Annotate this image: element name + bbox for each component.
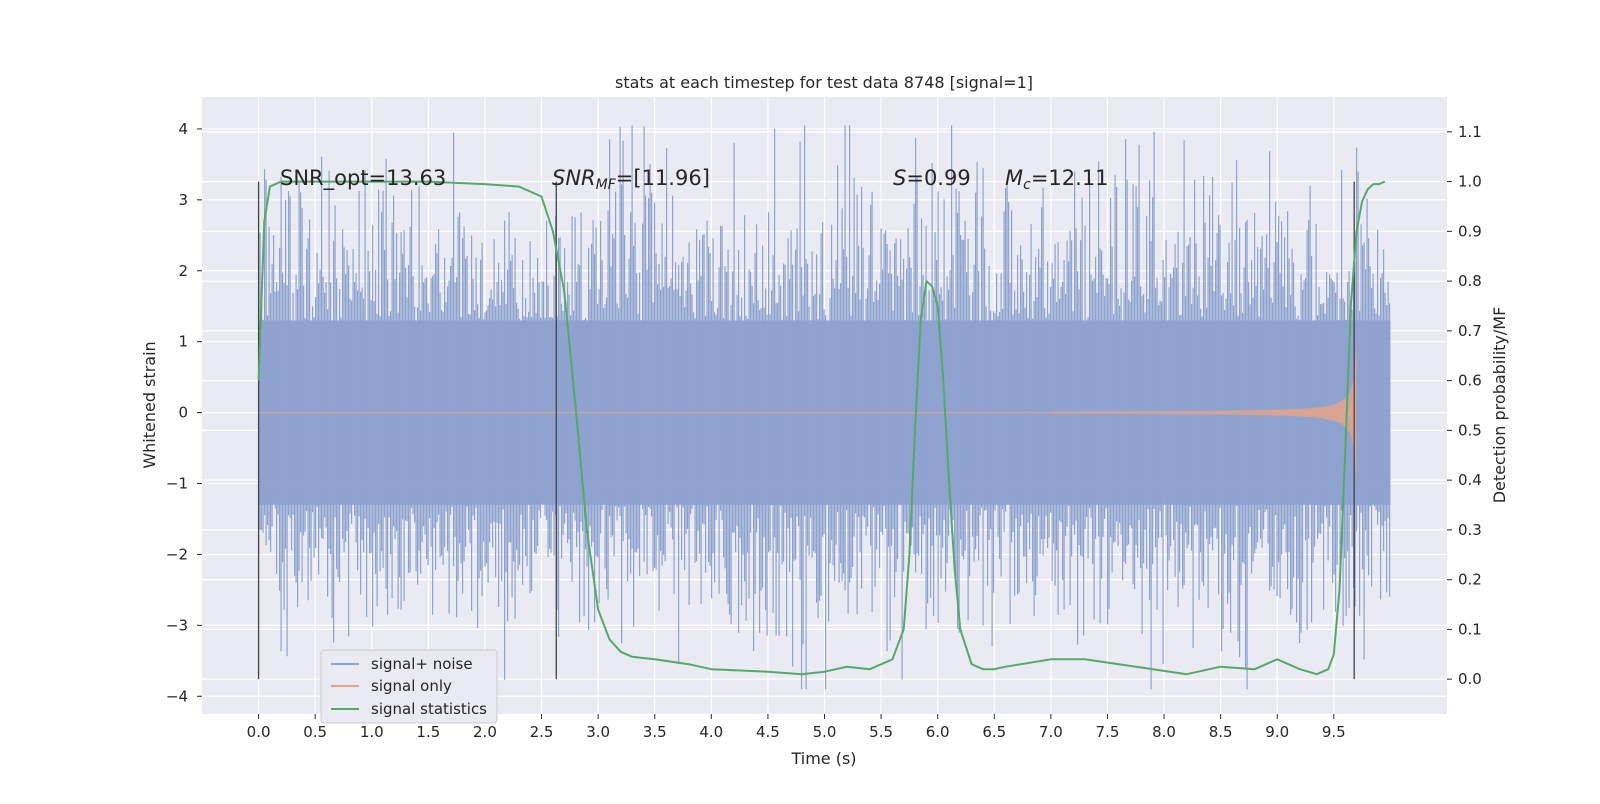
y2-tick-label-3: 0.8 [1458, 272, 1482, 290]
y-tick-label-5: −1 [166, 475, 188, 493]
legend-label-signal-statistics: signal statistics [371, 700, 487, 718]
annotation-s-symbol: S [893, 166, 906, 190]
y2-tick-label-5: 0.6 [1458, 372, 1482, 390]
y2-tick-label-4: 0.7 [1458, 322, 1482, 340]
y-tick-label-6: −2 [166, 545, 188, 563]
y-tick-label-1: 3 [178, 191, 188, 209]
signal-envelope [1050, 340, 1357, 485]
x-tick-label-13: 6.5 [982, 723, 1006, 741]
x-tick-label-12: 6.0 [926, 723, 950, 741]
legend-box [320, 649, 498, 724]
x-tick-labels: 0.0 0.5 1.0 1.5 2.0 2.5 3.0 3.5 4.0 4.5 5.0 5.5 6.0 6… [247, 714, 1346, 741]
y2-tick-label-1: 1.0 [1458, 173, 1482, 191]
y2-tick-label-0: 1.1 [1458, 123, 1482, 141]
annotation-s-value: =0.99 [906, 166, 970, 190]
y2-axis-label: Detection probability/MF [1490, 307, 1509, 504]
x-tick-label-1: 0.5 [303, 723, 327, 741]
annotation-snr-mf-value: =[11.96] [616, 166, 710, 190]
stats-line [257, 180, 1386, 676]
annotation-snr-mf: SNRMF=[11.96] [552, 166, 710, 193]
x-tick-label-9: 4.5 [756, 723, 780, 741]
annotation-mc-subscript: c [1023, 177, 1031, 193]
y2-tick-label-7: 0.4 [1458, 471, 1482, 489]
x-tick-label-11: 5.5 [869, 723, 893, 741]
x-tick-label-0: 0.0 [247, 723, 271, 741]
x-tick-label-16: 8.0 [1152, 723, 1176, 741]
y2-tick-label-9: 0.2 [1458, 571, 1482, 589]
y-axis-label: Whitened strain [140, 341, 159, 468]
x-tick-label-8: 4.0 [699, 723, 723, 741]
x-tick-label-10: 5.0 [813, 723, 837, 741]
y-tick-label-3: 1 [178, 333, 188, 351]
y-tick-label-4: 0 [178, 404, 188, 422]
y2-tick-label-6: 0.5 [1458, 421, 1482, 439]
y2-tick-label-11: 0.0 [1458, 670, 1482, 688]
x-axis-label: Time (s) [790, 749, 856, 768]
x-tick-label-19: 9.5 [1322, 723, 1346, 741]
x-tick-label-3: 1.5 [416, 723, 440, 741]
y-tick-label-7: −3 [166, 616, 188, 634]
series-signal-only [258, 340, 1357, 485]
x-tick-label-18: 9.0 [1265, 723, 1289, 741]
x-tick-label-6: 3.0 [586, 723, 610, 741]
annotation-mc: Mc=12.11 [1005, 166, 1109, 193]
x-tick-label-2: 1.0 [360, 723, 384, 741]
y2-tick-labels: 1.1 1.0 0.9 0.8 0.7 0.6 0.5 0.4 0.3 0.2 0.1 0.0 [1447, 123, 1482, 688]
y2-tick-label-2: 0.9 [1458, 222, 1482, 240]
y2-tick-label-10: 0.1 [1458, 620, 1482, 638]
y-tick-labels: 4 3 2 1 0 −1 −2 −3 −4 [166, 120, 202, 705]
annotation-snr-mf-subscript: MF [596, 177, 617, 193]
y-tick-label-0: 4 [178, 120, 188, 138]
x-tick-label-5: 2.5 [530, 723, 554, 741]
legend-label-signal-only: signal only [371, 677, 452, 695]
y2-tick-label-8: 0.3 [1458, 521, 1482, 539]
x-tick-label-15: 7.5 [1096, 723, 1120, 741]
legend: signal+ noise signal only signal statist… [320, 649, 498, 724]
annotation-mc-value: =12.11 [1031, 166, 1109, 190]
series-signal-statistics [257, 180, 1386, 676]
annotation-snr-opt: SNR_opt=13.63 [280, 166, 446, 191]
y-tick-label-2: 2 [178, 262, 188, 280]
annotation-snr-mf-symbol: SNR [552, 166, 596, 190]
y-tick-label-8: −4 [166, 687, 188, 705]
annotation-s: S=0.99 [893, 166, 971, 190]
chart-title: stats at each timestep for test data 874… [615, 73, 1033, 92]
annotation-mc-symbol: M [1005, 166, 1023, 190]
x-tick-label-4: 2.0 [473, 723, 497, 741]
x-tick-label-14: 7.0 [1039, 723, 1063, 741]
x-tick-label-17: 8.5 [1209, 723, 1233, 741]
legend-label-signal-plus-noise: signal+ noise [371, 655, 473, 673]
x-tick-label-7: 3.5 [643, 723, 667, 741]
